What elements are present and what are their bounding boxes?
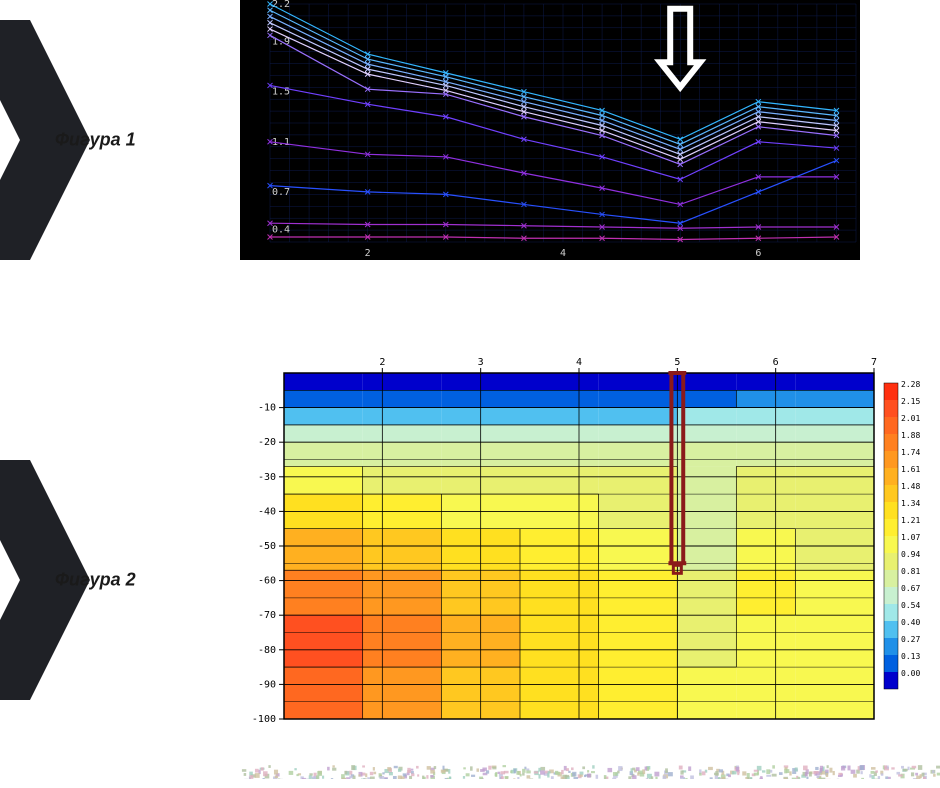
svg-text:4: 4 [576,357,582,368]
svg-text:-70: -70 [258,610,276,621]
figure1-label-chevron: Фигура 1 [0,20,220,260]
svg-text:1.48: 1.48 [901,482,920,491]
svg-text:0.4: 0.4 [272,224,290,235]
svg-text:0.7: 0.7 [272,187,290,198]
svg-text:0.40: 0.40 [901,618,920,627]
svg-text:2.28: 2.28 [901,380,920,389]
svg-text:-10: -10 [258,403,276,414]
svg-text:6: 6 [755,248,761,259]
svg-text:3: 3 [478,357,484,368]
svg-text:1.88: 1.88 [901,431,920,440]
svg-text:6: 6 [773,357,779,368]
svg-text:2.15: 2.15 [901,397,920,406]
svg-text:7: 7 [871,357,877,368]
svg-text:5: 5 [674,357,680,368]
noise-strip [240,765,940,779]
svg-text:0.54: 0.54 [901,601,920,610]
svg-text:2.2: 2.2 [272,0,290,10]
svg-text:-80: -80 [258,645,276,656]
svg-text:2.01: 2.01 [901,414,920,423]
figure1-caption: Фигура 1 [55,130,136,151]
svg-text:1.61: 1.61 [901,465,920,474]
svg-text:-90: -90 [258,679,276,690]
svg-text:1.21: 1.21 [901,516,920,525]
svg-text:-50: -50 [258,541,276,552]
svg-text:-20: -20 [258,437,276,448]
svg-text:-60: -60 [258,576,276,587]
svg-text:0.81: 0.81 [901,567,920,576]
figure2-label-chevron: Фигура 2 [0,460,220,700]
svg-text:-100: -100 [252,714,276,725]
svg-text:2: 2 [379,357,385,368]
svg-text:1.74: 1.74 [901,448,920,457]
svg-text:0.94: 0.94 [901,550,920,559]
svg-text:4: 4 [560,248,566,259]
svg-text:1.07: 1.07 [901,533,920,542]
svg-text:0.67: 0.67 [901,584,920,593]
figure1-line-chart: 0.40.71.11.51.92.2246 [240,0,860,260]
svg-text:0.27: 0.27 [901,635,920,644]
svg-text:0.00: 0.00 [901,669,920,678]
svg-text:0.13: 0.13 [901,652,920,661]
svg-text:-30: -30 [258,472,276,483]
svg-text:2: 2 [365,248,371,259]
svg-text:-40: -40 [258,506,276,517]
svg-text:1.34: 1.34 [901,499,920,508]
figure2-contour-heatmap: 2 3 4 5 6 7 -10 -20 -30 -40 -50 -60 -70 -80 -90 -100 2.2… [240,355,940,725]
figure2-caption: Фигура 2 [55,570,136,591]
